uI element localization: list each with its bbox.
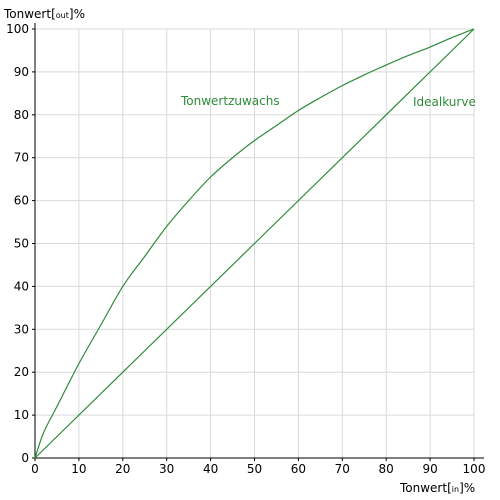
x-tick-label: 90: [422, 462, 437, 476]
y-tick-label: 90: [14, 65, 29, 79]
x-tick-label: 20: [115, 462, 130, 476]
y-tick-label: 60: [14, 194, 29, 208]
series: [34, 28, 475, 459]
y-axis-title-bracket-open: [: [51, 7, 56, 21]
y-axis-title: Tonwert[out]%: [3, 7, 85, 21]
series-label-tonwertzuwachs: Tonwertzuwachs: [180, 94, 280, 108]
x-axis-title-sub: in: [452, 485, 459, 494]
x-axis-title: Tonwert[in]%: [399, 481, 475, 495]
y-tick-label: 30: [14, 322, 29, 336]
y-tick-label: 20: [14, 365, 29, 379]
x-tick-label: 30: [159, 462, 174, 476]
x-axis-title-bracket-close: ]: [459, 481, 464, 495]
y-axis-title-sub: out: [56, 11, 69, 20]
y-tick-label: 50: [14, 237, 29, 251]
x-tick-label: 40: [203, 462, 218, 476]
x-tick-label: 100: [463, 462, 486, 476]
series-line-idealkurve: [34, 28, 475, 459]
x-tick-label: 80: [379, 462, 394, 476]
x-tick-label: 50: [247, 462, 262, 476]
x-tick-label: 60: [291, 462, 306, 476]
y-axis-title-bracket-close: ]: [69, 7, 74, 21]
axes: [32, 23, 484, 461]
y-tick-label: 10: [14, 408, 29, 422]
x-axis-title-unit: %: [464, 481, 475, 495]
series-label-idealkurve: Idealkurve: [413, 95, 476, 109]
y-tick-label: 70: [14, 151, 29, 165]
y-tick-label: 100: [6, 22, 29, 36]
series-line-tonwertzuwachs: [34, 28, 475, 459]
x-tick-label: 10: [71, 462, 86, 476]
x-tick-label: 0: [31, 462, 39, 476]
y-tick-label: 40: [14, 279, 29, 293]
y-tick-label: 0: [21, 451, 29, 465]
tick-labels: 0 10 20 30 40 50 60 70 80 90 100 0 10 20 30 40 50 60 70 80 9…: [6, 22, 485, 476]
x-tick-label: 70: [335, 462, 350, 476]
x-axis-title-main: Tonwert: [399, 481, 447, 495]
x-axis-title-bracket-open: [: [447, 481, 452, 495]
y-axis-title-unit: %: [74, 7, 85, 21]
y-axis-title-main: Tonwert: [3, 7, 51, 21]
y-tick-label: 80: [14, 108, 29, 122]
